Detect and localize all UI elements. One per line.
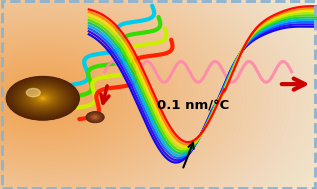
Circle shape <box>93 116 97 119</box>
Circle shape <box>27 89 59 108</box>
Circle shape <box>7 77 79 120</box>
Circle shape <box>86 112 104 122</box>
Circle shape <box>87 112 104 122</box>
Circle shape <box>28 89 58 107</box>
Circle shape <box>34 93 52 104</box>
Circle shape <box>87 112 103 122</box>
Circle shape <box>87 113 103 122</box>
Circle shape <box>32 92 54 105</box>
Circle shape <box>26 88 60 108</box>
Circle shape <box>31 91 54 105</box>
Circle shape <box>20 85 65 112</box>
Circle shape <box>42 98 44 99</box>
Circle shape <box>92 115 99 119</box>
Circle shape <box>22 86 64 111</box>
Circle shape <box>23 87 62 110</box>
Circle shape <box>9 78 77 119</box>
Circle shape <box>16 82 70 115</box>
Circle shape <box>26 88 59 108</box>
Circle shape <box>25 88 61 109</box>
Circle shape <box>20 84 66 112</box>
Circle shape <box>13 81 73 116</box>
Circle shape <box>17 83 69 114</box>
Circle shape <box>19 84 67 112</box>
Circle shape <box>88 113 102 121</box>
Circle shape <box>90 114 100 120</box>
Circle shape <box>8 78 77 119</box>
Circle shape <box>89 114 101 121</box>
Circle shape <box>11 79 74 117</box>
Circle shape <box>29 90 56 106</box>
Circle shape <box>28 90 57 107</box>
Circle shape <box>18 83 68 113</box>
Circle shape <box>33 92 53 104</box>
Circle shape <box>10 79 75 118</box>
Circle shape <box>12 80 74 117</box>
Circle shape <box>6 77 79 120</box>
Circle shape <box>39 96 46 101</box>
Circle shape <box>16 82 69 114</box>
Circle shape <box>30 91 55 106</box>
Circle shape <box>93 116 97 118</box>
Circle shape <box>12 80 73 116</box>
Circle shape <box>32 92 53 105</box>
Circle shape <box>36 94 50 103</box>
Circle shape <box>10 78 76 118</box>
Circle shape <box>39 96 47 101</box>
Circle shape <box>14 81 71 115</box>
Circle shape <box>90 114 100 120</box>
Circle shape <box>91 115 100 120</box>
Circle shape <box>92 115 98 119</box>
Circle shape <box>34 93 51 103</box>
Circle shape <box>42 98 43 99</box>
Circle shape <box>14 81 72 116</box>
Circle shape <box>91 115 99 120</box>
Circle shape <box>35 94 51 103</box>
Circle shape <box>37 95 48 101</box>
Circle shape <box>40 96 46 100</box>
Circle shape <box>22 86 63 111</box>
Circle shape <box>21 85 65 111</box>
Circle shape <box>25 87 61 109</box>
Circle shape <box>17 83 68 113</box>
Circle shape <box>94 116 96 118</box>
Circle shape <box>89 113 101 121</box>
Circle shape <box>15 82 71 115</box>
Circle shape <box>24 87 61 109</box>
Circle shape <box>18 84 67 113</box>
Text: 0.1 nm/°C: 0.1 nm/°C <box>157 100 229 113</box>
Circle shape <box>38 95 48 101</box>
Circle shape <box>31 91 55 105</box>
Circle shape <box>23 86 63 110</box>
Circle shape <box>10 79 75 118</box>
Circle shape <box>26 88 40 97</box>
Circle shape <box>88 113 102 121</box>
Circle shape <box>36 94 49 102</box>
Circle shape <box>29 90 57 107</box>
Circle shape <box>41 97 45 99</box>
Circle shape <box>93 116 98 119</box>
Circle shape <box>37 95 49 102</box>
Circle shape <box>94 117 96 118</box>
Circle shape <box>8 77 78 119</box>
Circle shape <box>40 97 45 100</box>
